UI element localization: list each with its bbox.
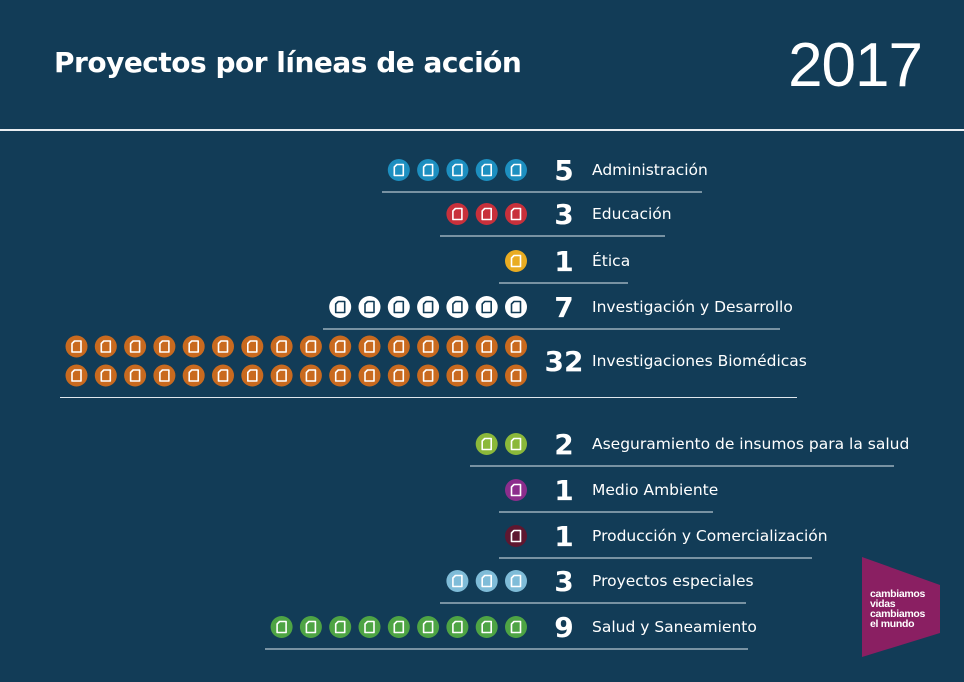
project-icon-3-1 [505, 250, 527, 272]
project-icon-5-22 [358, 364, 381, 387]
project-icon-5-24 [299, 364, 322, 387]
project-icon-10-3 [446, 616, 469, 638]
project-icon-4-2 [475, 296, 498, 318]
value-label-10: 9 [554, 611, 573, 644]
project-icon-4-7 [329, 296, 352, 318]
project-icon-5-18 [475, 364, 498, 387]
project-icon-4-1 [505, 296, 527, 318]
category-label-9: Proyectos especiales [592, 572, 754, 590]
header-divider [0, 129, 964, 131]
category-label-8: Producción y Comercialización [592, 527, 828, 545]
project-icon-5-7 [329, 335, 352, 358]
value-label-2: 3 [554, 198, 573, 231]
project-icon-5-12 [182, 335, 205, 358]
project-icon-5-28 [182, 364, 205, 387]
project-icon-5-31 [94, 364, 117, 387]
project-icon-10-5 [387, 616, 410, 638]
project-icon-8-1 [505, 525, 527, 547]
project-icon-4-5 [387, 296, 410, 318]
project-icon-9-3 [446, 570, 469, 592]
project-icon-5-6 [358, 335, 381, 358]
badge-line-4: el mundo [870, 618, 915, 630]
project-icon-5-4 [417, 335, 440, 358]
project-icon-10-9 [270, 616, 293, 638]
project-icon-10-4 [417, 616, 440, 638]
project-icon-5-20 [417, 364, 440, 387]
value-label-3: 1 [554, 245, 573, 278]
page-title: Proyectos por líneas de acción [54, 46, 522, 79]
project-icon-4-3 [446, 296, 469, 318]
project-icon-1-2 [475, 159, 498, 181]
project-icon-2-1 [505, 203, 527, 225]
project-icon-10-6 [358, 616, 381, 638]
project-icon-10-2 [475, 616, 498, 638]
badge-line-1: cambiamos [870, 588, 926, 600]
project-icon-10-7 [329, 616, 352, 638]
project-icon-4-6 [358, 296, 381, 318]
category-label-7: Medio Ambiente [592, 481, 718, 499]
project-icon-5-32 [65, 364, 88, 387]
project-icon-2-2 [475, 203, 498, 225]
project-icon-2-3 [446, 203, 469, 225]
project-icon-5-3 [446, 335, 469, 358]
category-label-6: Aseguramiento de insumos para la salud [592, 435, 909, 453]
brand-badge-shape [862, 557, 940, 657]
category-label-4: Investigación y Desarrollo [592, 298, 793, 316]
brand-badge [862, 557, 940, 657]
project-icon-7-1 [505, 479, 527, 501]
brand-badge-text: cambiamos vidas cambiamos el mundo [870, 588, 940, 630]
project-icon-5-16 [65, 335, 88, 358]
project-icon-5-23 [329, 364, 352, 387]
value-label-6: 2 [554, 428, 573, 461]
project-icon-1-3 [446, 159, 469, 181]
project-icon-9-2 [475, 570, 498, 592]
category-label-3: Ética [592, 251, 630, 270]
year-label: 2017 [788, 31, 923, 100]
project-icon-5-17 [505, 364, 527, 387]
project-icon-5-1 [505, 335, 527, 358]
project-icon-5-10 [241, 335, 264, 358]
project-icon-5-13 [153, 335, 176, 358]
project-icon-5-15 [94, 335, 117, 358]
project-icon-1-1 [505, 159, 527, 181]
project-icon-9-1 [505, 570, 527, 592]
project-icon-6-2 [475, 433, 498, 455]
project-icon-10-1 [505, 616, 527, 638]
project-icon-5-26 [241, 364, 264, 387]
category-label-10: Salud y Saneamiento [592, 618, 757, 636]
project-icon-5-27 [212, 364, 234, 387]
category-label-2: Educación [592, 205, 672, 223]
value-label-8: 1 [554, 520, 573, 553]
project-icon-5-14 [124, 335, 147, 358]
project-icon-1-4 [417, 159, 440, 181]
project-icon-4-4 [417, 296, 440, 318]
project-icon-10-8 [299, 616, 322, 638]
value-label-1: 5 [554, 154, 573, 187]
project-icon-6-1 [505, 433, 527, 455]
badge-line-3: cambiamos [870, 608, 926, 620]
category-label-1: Administración [592, 161, 708, 179]
category-label-5: Investigaciones Biomédicas [592, 352, 807, 370]
badge-line-2: vidas [870, 598, 896, 610]
value-label-4: 7 [554, 291, 573, 324]
value-label-7: 1 [554, 474, 573, 507]
value-label-5: 32 [545, 345, 584, 378]
project-icon-1-5 [387, 159, 410, 181]
project-icon-5-19 [446, 364, 469, 387]
project-icon-5-11 [212, 335, 234, 358]
project-icon-5-21 [387, 364, 410, 387]
project-icon-5-25 [270, 364, 293, 387]
project-icon-5-5 [387, 335, 410, 358]
project-icon-5-2 [475, 335, 498, 358]
value-label-9: 3 [554, 565, 573, 598]
project-icon-5-8 [299, 335, 322, 358]
project-icon-5-9 [270, 335, 293, 358]
project-icon-5-29 [153, 364, 176, 387]
project-icon-5-30 [124, 364, 147, 387]
